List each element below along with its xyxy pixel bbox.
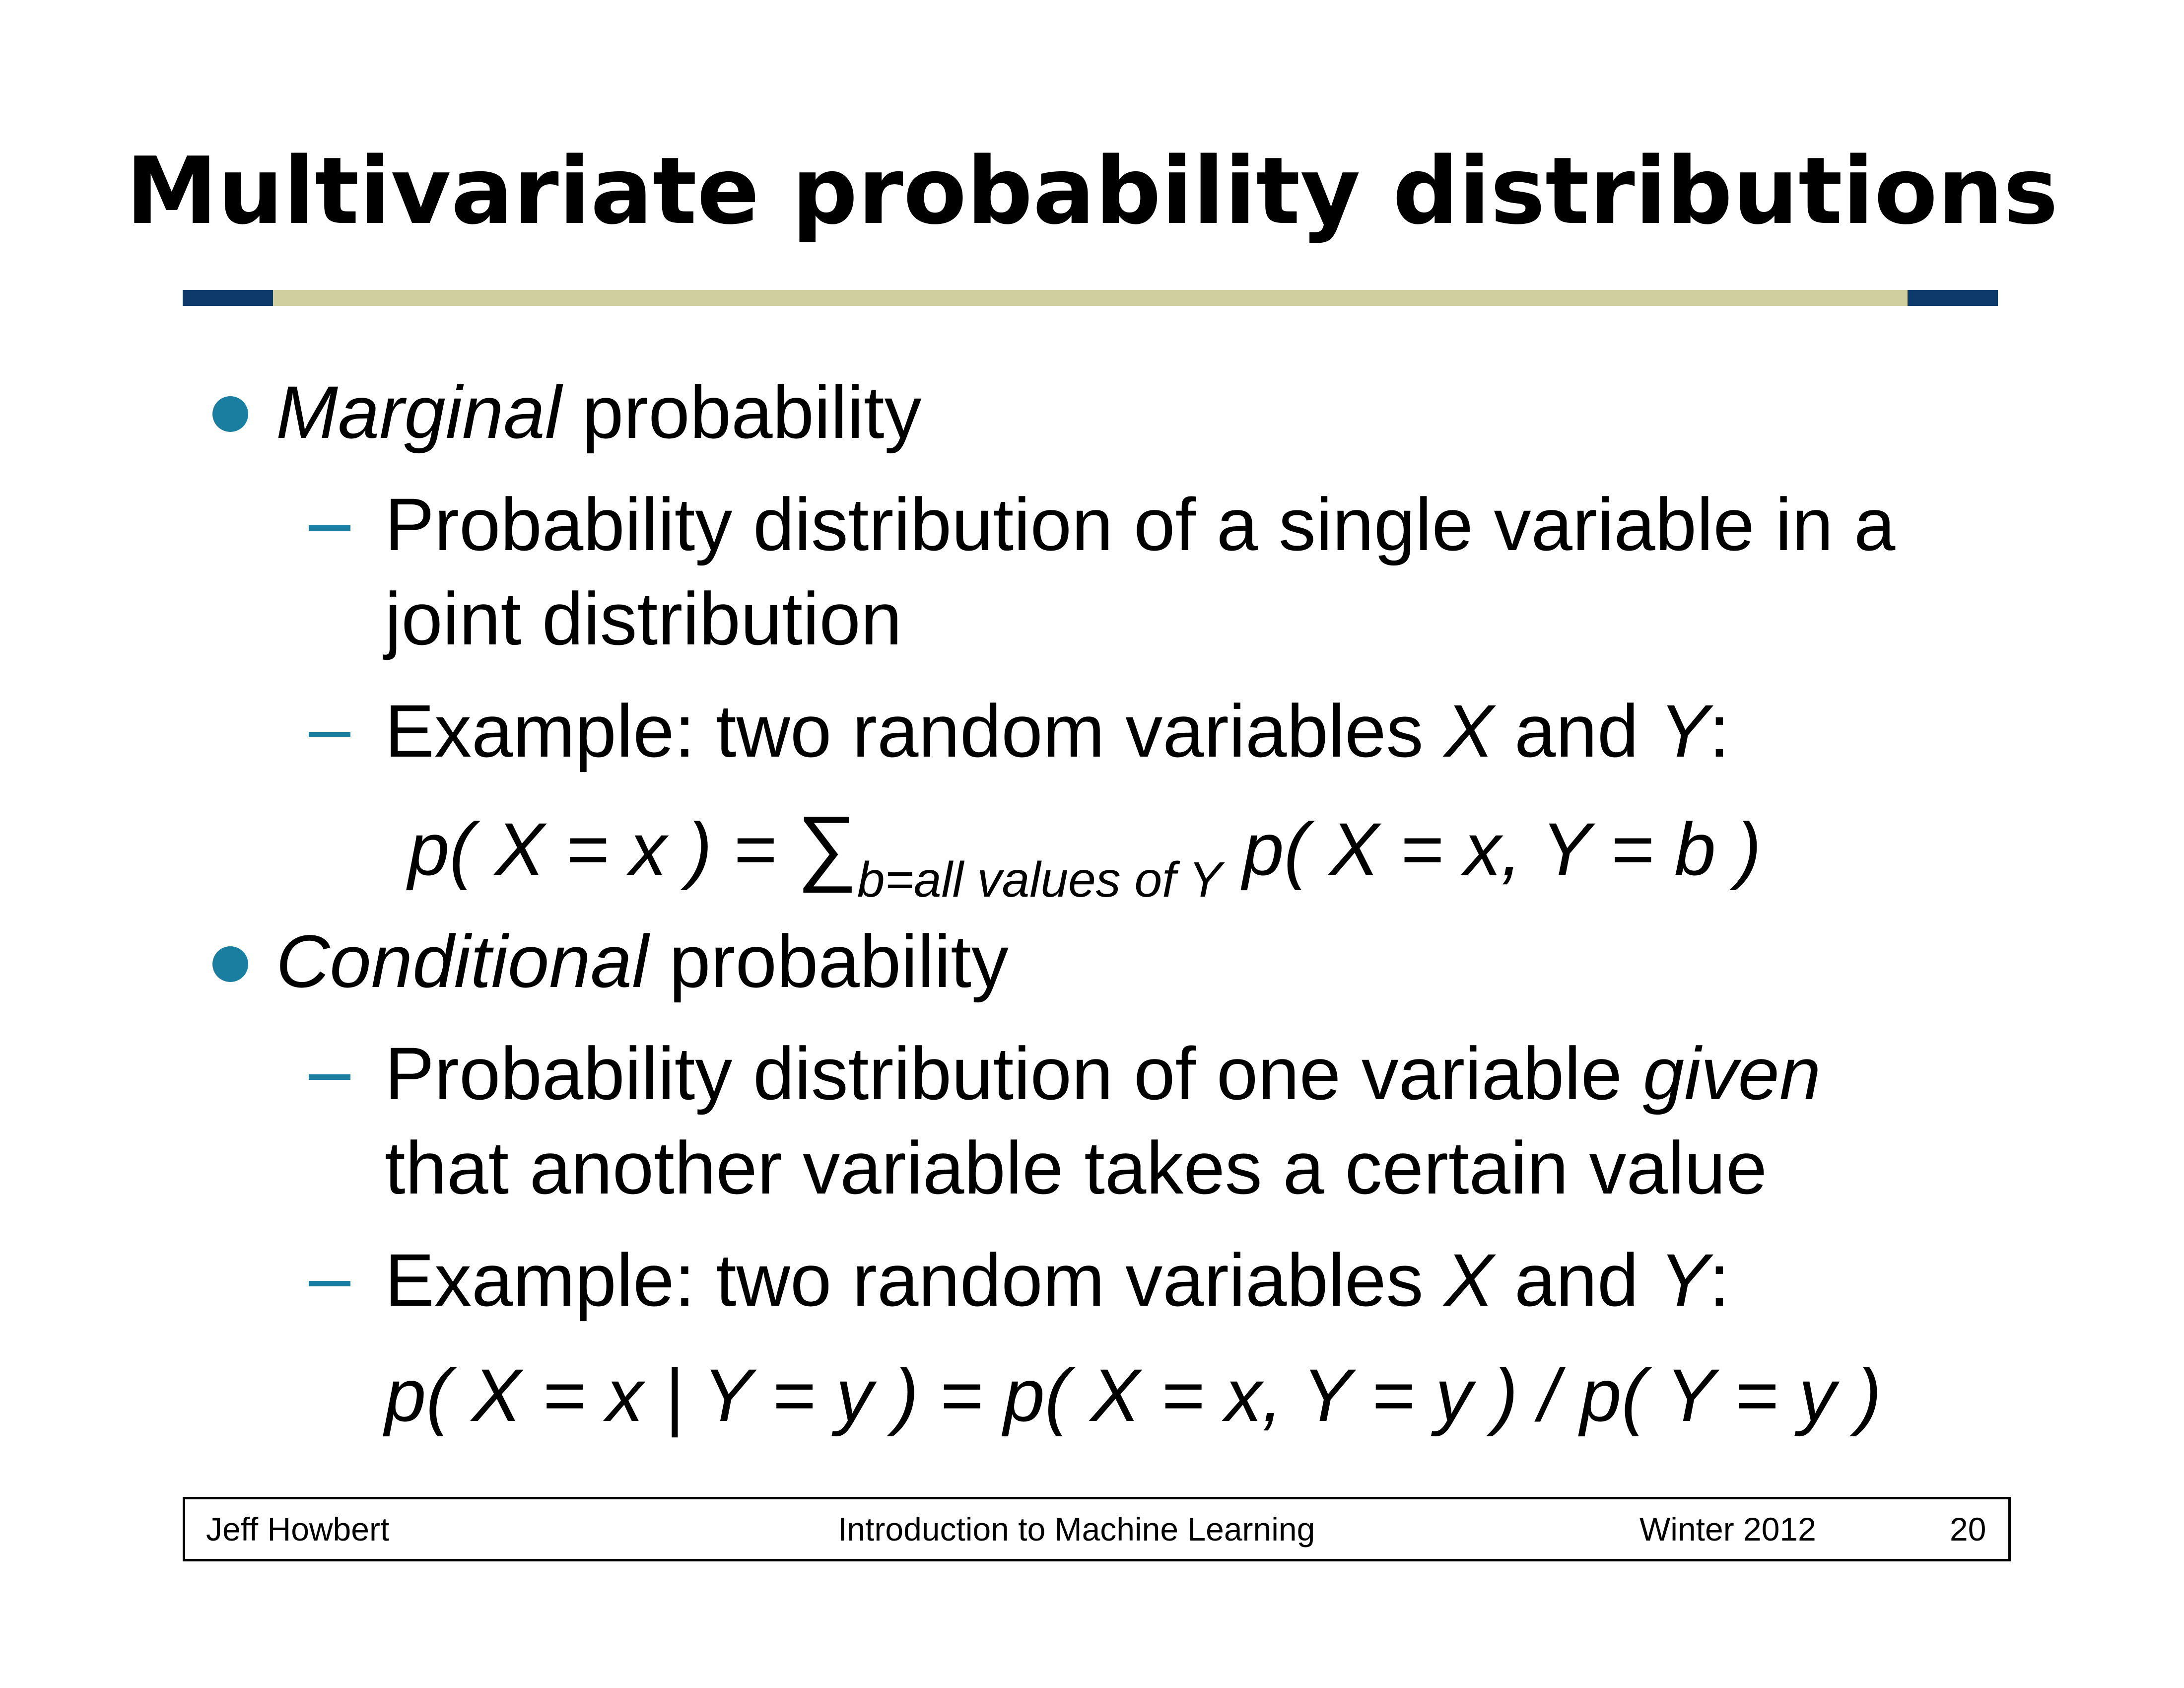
conditional-formula-text: p( X = x | Y = y ) = p( X = x, Y = y ) /… [385, 1353, 1882, 1437]
conditional-example-colon: : [1709, 1238, 1730, 1322]
conditional-desc-line2: that another variable takes a certain va… [385, 1126, 1768, 1209]
conditional-desc-given: given [1642, 1032, 1821, 1115]
conditional-example: Example: two random variables X and Y: [385, 1235, 1730, 1325]
footer-author: Jeff Howbert [206, 1511, 390, 1547]
marginal-example-x: X [1444, 689, 1494, 773]
conditional-desc-prefix: Probability distribution of one variable [385, 1032, 1643, 1115]
marginal-formula-lhs: p( X = x ) = [408, 807, 797, 891]
conditional-example-prefix: Example: two random variables [385, 1238, 1444, 1322]
dash-marginal-example [309, 732, 350, 737]
heading-marginal: Marginal probability [276, 367, 922, 457]
marginal-desc-line2: joint distribution [385, 577, 902, 660]
footer-course: Introduction to Machine Learning [838, 1511, 1315, 1547]
conditional-example-y: Y [1659, 1238, 1709, 1322]
conditional-example-and: and [1494, 1238, 1659, 1322]
title-rule-right [1908, 290, 1998, 306]
conditional-term: Conditional [276, 919, 649, 1003]
marginal-desc-line1: Probability distribution of a single var… [385, 483, 1896, 566]
slide-footer: Jeff Howbert Introduction to Machine Lea… [183, 1497, 2011, 1561]
footer-page-number: 20 [1950, 1511, 1986, 1547]
dash-marginal-desc [309, 525, 350, 531]
heading-conditional: Conditional probability [276, 916, 1009, 1006]
dash-conditional-example [309, 1281, 350, 1286]
marginal-example-colon: : [1709, 689, 1730, 773]
marginal-example-and: and [1494, 689, 1659, 773]
marginal-formula-subscript: b=all values of Y [857, 852, 1222, 908]
conditional-example-x: X [1444, 1238, 1494, 1322]
marginal-example-prefix: Example: two random variables [385, 689, 1444, 773]
footer-term: Winter 2012 [1639, 1511, 1816, 1547]
title-rule-left [183, 290, 273, 306]
marginal-formula-rhs: p( X = x, Y = b ) [1222, 807, 1762, 891]
slide-title: Multivariate probability distributions [126, 137, 2058, 245]
dash-conditional-desc [309, 1074, 350, 1080]
bullet-conditional [212, 946, 248, 982]
marginal-example: Example: two random variables X and Y: [385, 686, 1730, 775]
title-rule-middle [273, 290, 1908, 306]
marginal-term: Marginal [276, 370, 562, 454]
sum-symbol: ∑ [797, 799, 857, 893]
conditional-desc-line1: Probability distribution of one variable… [385, 1029, 1821, 1118]
conditional-formula: p( X = x | Y = y ) = p( X = x, Y = y ) /… [385, 1350, 1881, 1440]
marginal-formula: p( X = x ) = ∑b=all values of Y p( X = x… [408, 799, 1762, 908]
conditional-rest: probability [648, 919, 1009, 1003]
marginal-rest: probability [561, 370, 922, 454]
bullet-marginal [212, 396, 248, 432]
marginal-example-y: Y [1659, 689, 1709, 773]
